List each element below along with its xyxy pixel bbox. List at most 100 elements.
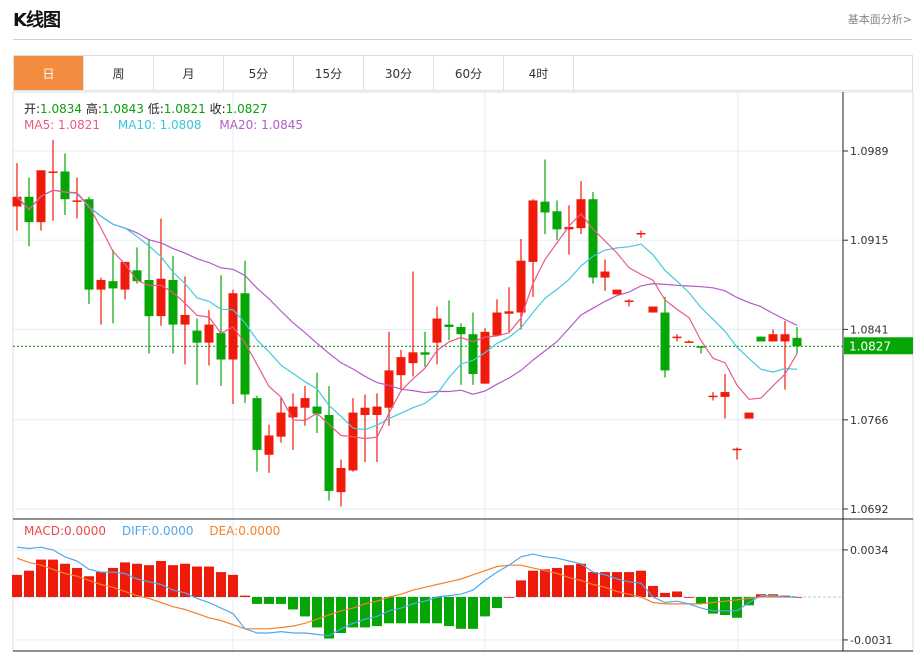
macd-bar: [696, 597, 706, 604]
candle: [252, 395, 262, 472]
tab-15min[interactable]: 15分: [294, 56, 364, 90]
ma20-line: [16, 189, 798, 395]
candle-body: [696, 346, 706, 348]
macd-bar: [360, 597, 370, 628]
price-tick-label: 1.0989: [850, 145, 889, 158]
macd-bar: [156, 561, 166, 597]
macd-bar: [180, 563, 190, 597]
macd-bar: [780, 595, 790, 597]
candle: [228, 289, 238, 405]
macd-bar: [408, 597, 418, 624]
candle-body: [708, 395, 718, 398]
candle: [348, 398, 358, 472]
candle-body: [480, 331, 490, 384]
candle: [168, 255, 178, 354]
candle-body: [612, 289, 622, 295]
macd-bar: [108, 567, 118, 597]
macd-bar: [36, 559, 46, 597]
macd-bar: [396, 597, 406, 624]
macd-bar: [144, 565, 154, 597]
price-tick-label: 1.0766: [850, 414, 889, 427]
candle-body: [456, 326, 466, 335]
ma5-line: [16, 189, 798, 440]
ma10-line: [16, 189, 798, 431]
tab-month[interactable]: 月: [154, 56, 224, 90]
candle: [264, 424, 274, 473]
macd-bar: [456, 597, 466, 629]
dea-value: DEA:0.0000: [209, 524, 281, 538]
macd-bar: [264, 597, 274, 604]
candle-body: [216, 333, 226, 360]
candle-body: [636, 232, 646, 235]
candle: [96, 277, 106, 325]
candle-body: [624, 300, 634, 302]
macd-bar: [252, 597, 262, 604]
macd-bar: [492, 597, 502, 609]
candle-body: [12, 196, 22, 207]
macd-bar: [348, 597, 358, 628]
candle-body: [684, 341, 694, 343]
macd-bar: [444, 597, 454, 627]
macd-bar: [300, 597, 310, 617]
macd-bar: [600, 572, 610, 597]
candle-body: [336, 468, 346, 493]
candle-body: [552, 211, 562, 230]
candle: [396, 349, 406, 390]
candle-body: [60, 171, 70, 200]
candle: [468, 312, 478, 385]
candle-body: [384, 370, 394, 408]
candle: [684, 340, 694, 343]
low-label: 低:: [147, 102, 164, 116]
candle: [552, 200, 562, 241]
macd-bar: [540, 569, 550, 597]
dea-line: [16, 557, 797, 630]
tab-4hour[interactable]: 4时: [504, 56, 574, 90]
candle: [660, 296, 670, 378]
macd-bar: [624, 572, 634, 597]
candle-body: [360, 407, 370, 415]
candle: [624, 299, 634, 307]
candle: [180, 276, 190, 365]
tab-day[interactable]: 日: [14, 56, 84, 90]
macd-bar: [228, 574, 238, 597]
candle-body: [168, 279, 178, 325]
macd-bar: [336, 597, 346, 633]
macd-bar: [72, 567, 82, 597]
candle: [540, 159, 550, 235]
macd-bar: [324, 597, 334, 639]
fundamental-analysis-link[interactable]: 基本面分析>: [847, 13, 912, 26]
candle: [408, 271, 418, 377]
current-price-label: 1.0827: [849, 339, 891, 353]
candle: [192, 318, 202, 385]
candle: [324, 386, 334, 501]
macd-bar: [372, 597, 382, 627]
diff-value: DIFF:0.0000: [121, 524, 194, 538]
header-divider: [13, 39, 912, 40]
ma5-value: MA5: 1.0821: [24, 118, 101, 132]
candle: [72, 177, 82, 219]
tab-week[interactable]: 周: [84, 56, 154, 90]
candle-body: [276, 412, 286, 437]
macd-bar: [612, 572, 622, 597]
candle-body: [564, 226, 574, 230]
macd-bar: [432, 597, 442, 624]
open-label: 开:: [24, 102, 41, 116]
candle-body: [108, 281, 118, 289]
candle: [456, 323, 466, 385]
candle-body: [792, 337, 802, 347]
tab-5min[interactable]: 5分: [224, 56, 294, 90]
candle-body: [144, 279, 154, 317]
candle: [732, 447, 742, 460]
tab-30min[interactable]: 30分: [364, 56, 434, 90]
candle-body: [312, 406, 322, 414]
candle: [108, 249, 118, 324]
candle-body: [672, 336, 682, 339]
macd-bar: [720, 597, 730, 615]
low-value: 1.0821: [163, 102, 206, 116]
tab-60min[interactable]: 60分: [434, 56, 504, 90]
macd-bar: [120, 562, 130, 597]
candle: [528, 199, 538, 297]
macd-bar: [12, 574, 22, 597]
ma10-value: MA10: 1.0808: [117, 118, 202, 132]
